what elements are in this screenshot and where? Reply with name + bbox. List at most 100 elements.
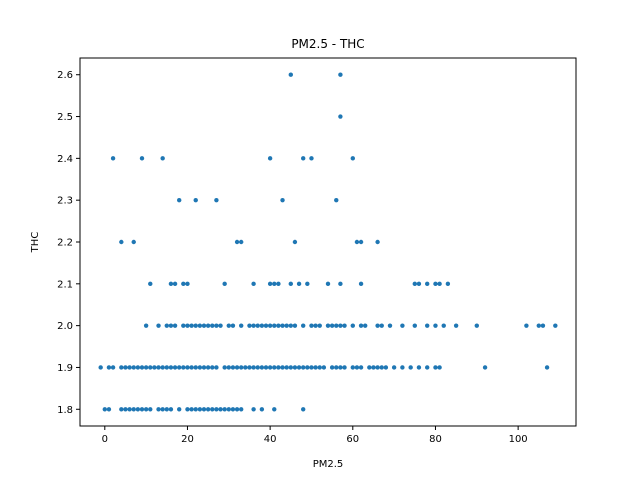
- data-point: [214, 365, 219, 370]
- data-point: [358, 281, 364, 287]
- y-tick-label: 1.8: [57, 405, 73, 416]
- data-point: [185, 407, 190, 412]
- data-point: [172, 323, 178, 328]
- data-point: [214, 323, 219, 328]
- data-point: [152, 365, 157, 370]
- data-point: [350, 365, 355, 370]
- data-point: [412, 281, 417, 287]
- y-tick-label: 1.9: [57, 363, 73, 374]
- data-point: [267, 281, 273, 287]
- data-point: [226, 407, 231, 412]
- data-point: [375, 323, 380, 328]
- data-point: [230, 407, 236, 412]
- data-point: [210, 407, 215, 412]
- data-point: [416, 281, 422, 287]
- y-tick-label: 2.1: [57, 279, 73, 290]
- data-point: [280, 197, 285, 203]
- data-point: [321, 365, 327, 370]
- data-point: [301, 407, 306, 412]
- data-point: [119, 239, 124, 245]
- data-point: [425, 323, 430, 328]
- data-point: [288, 365, 293, 370]
- data-point: [110, 365, 116, 370]
- data-point: [292, 365, 298, 370]
- data-point: [239, 239, 244, 245]
- data-point: [214, 197, 219, 203]
- data-point: [197, 407, 203, 412]
- data-point: [280, 323, 285, 328]
- data-point: [156, 323, 161, 328]
- data-point: [301, 365, 306, 370]
- data-point: [168, 281, 174, 287]
- data-point: [272, 365, 277, 370]
- x-tick-label: 0: [102, 434, 108, 445]
- data-point: [164, 323, 169, 328]
- data-point: [412, 323, 417, 328]
- data-point: [193, 365, 198, 370]
- data-point: [309, 365, 314, 370]
- data-point: [110, 156, 116, 161]
- data-point: [272, 323, 277, 328]
- data-point: [177, 365, 182, 370]
- data-point: [544, 365, 550, 370]
- data-point: [239, 323, 244, 328]
- data-point: [296, 281, 302, 287]
- data-point: [201, 407, 207, 412]
- data-point: [400, 323, 405, 328]
- data-point: [131, 365, 136, 370]
- data-point: [222, 407, 227, 412]
- data-point: [243, 365, 248, 370]
- y-axis-label: THC: [30, 232, 41, 254]
- data-point: [276, 365, 281, 370]
- data-point: [181, 281, 186, 287]
- data-point: [325, 323, 331, 328]
- data-point: [292, 239, 298, 245]
- x-tick-label: 80: [429, 434, 442, 445]
- data-point: [391, 365, 397, 370]
- data-point: [164, 365, 169, 370]
- data-point: [536, 323, 541, 328]
- data-point: [379, 365, 384, 370]
- data-point: [276, 323, 281, 328]
- data-point: [338, 72, 343, 77]
- data-point: [160, 407, 165, 412]
- y-tick-label: 2.6: [57, 70, 73, 81]
- data-point: [177, 407, 182, 412]
- data-point: [263, 365, 269, 370]
- data-point: [222, 365, 227, 370]
- data-point: [255, 365, 260, 370]
- y-tick-label: 2.4: [57, 154, 73, 165]
- data-point: [218, 323, 223, 328]
- data-point: [350, 323, 355, 328]
- data-point: [193, 197, 198, 203]
- data-point: [280, 365, 285, 370]
- data-point: [210, 365, 215, 370]
- data-point: [168, 365, 174, 370]
- data-point: [160, 365, 165, 370]
- data-point: [127, 407, 132, 412]
- data-point: [263, 323, 269, 328]
- data-point: [301, 323, 306, 328]
- x-axis-ticks: 0 20 40 60 80 100: [102, 426, 528, 445]
- data-point: [214, 407, 219, 412]
- data-point: [329, 323, 335, 328]
- data-point: [453, 323, 459, 328]
- data-point: [168, 407, 174, 412]
- data-point: [234, 365, 240, 370]
- x-tick-label: 20: [181, 434, 194, 445]
- data-point: [123, 407, 128, 412]
- data-point: [127, 365, 132, 370]
- data-point: [482, 365, 488, 370]
- data-point: [334, 323, 339, 328]
- data-point: [276, 281, 281, 287]
- data-point: [251, 323, 256, 328]
- data-point: [148, 365, 153, 370]
- data-point: [524, 323, 529, 328]
- data-point: [379, 323, 384, 328]
- y-tick-label: 2.2: [57, 238, 73, 249]
- data-point: [425, 365, 430, 370]
- y-tick-label: 2.3: [57, 196, 73, 207]
- data-point: [197, 365, 203, 370]
- data-point: [251, 281, 256, 287]
- data-point: [272, 407, 277, 412]
